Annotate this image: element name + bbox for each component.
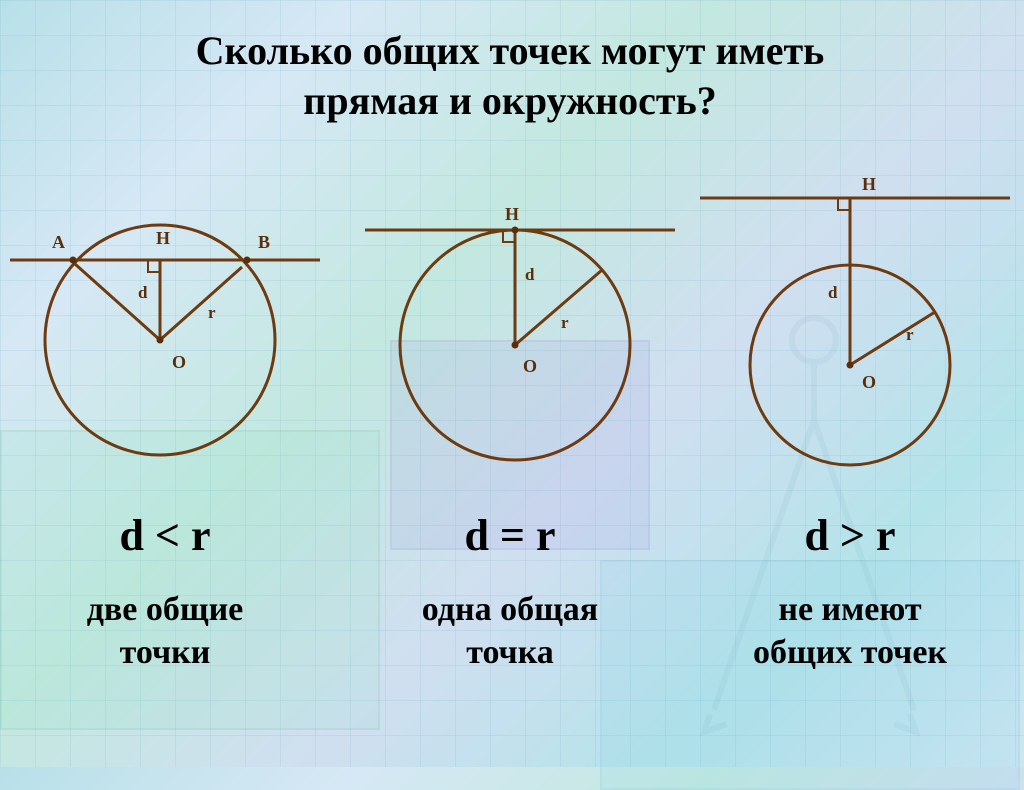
svg-text:d: d — [828, 283, 838, 302]
formula-1: d < r — [15, 510, 315, 561]
label-block-1: d < r две общие точки — [15, 510, 315, 674]
svg-text:H: H — [505, 204, 519, 224]
svg-text:H: H — [156, 228, 170, 248]
desc-1: две общие точки — [15, 589, 315, 674]
desc-2: одна общая точка — [360, 589, 660, 674]
svg-text:r: r — [208, 303, 216, 322]
svg-text:O: O — [523, 356, 537, 376]
svg-text:A: A — [52, 232, 65, 252]
label-block-3: d > r не имеют общих точек — [700, 510, 1000, 674]
svg-text:d: d — [525, 265, 535, 284]
svg-text:O: O — [862, 372, 876, 392]
svg-text:B: B — [258, 232, 270, 252]
desc-3: не имеют общих точек — [700, 589, 1000, 674]
diagram-tangent: O Hd r — [345, 170, 685, 490]
svg-text:d: d — [138, 283, 148, 302]
svg-text:H: H — [862, 174, 876, 194]
diagram-row: O Hd r A B O Hd r O Hd r — [0, 170, 1024, 490]
title-line1: Сколько общих точек могут иметь — [196, 28, 825, 73]
label-block-2: d = r одна общая точка — [360, 510, 660, 674]
formula-3: d > r — [700, 510, 1000, 561]
diagram-secant: O Hd r A B — [0, 170, 330, 490]
svg-text:r: r — [561, 313, 569, 332]
page-title: Сколько общих точек могут иметь прямая и… — [60, 26, 960, 126]
svg-text:O: O — [172, 352, 186, 372]
title-line2: прямая и окружность? — [303, 78, 716, 123]
diagram-external: O Hd r — [680, 170, 1020, 490]
formula-2: d = r — [360, 510, 660, 561]
svg-text:r: r — [906, 325, 914, 344]
